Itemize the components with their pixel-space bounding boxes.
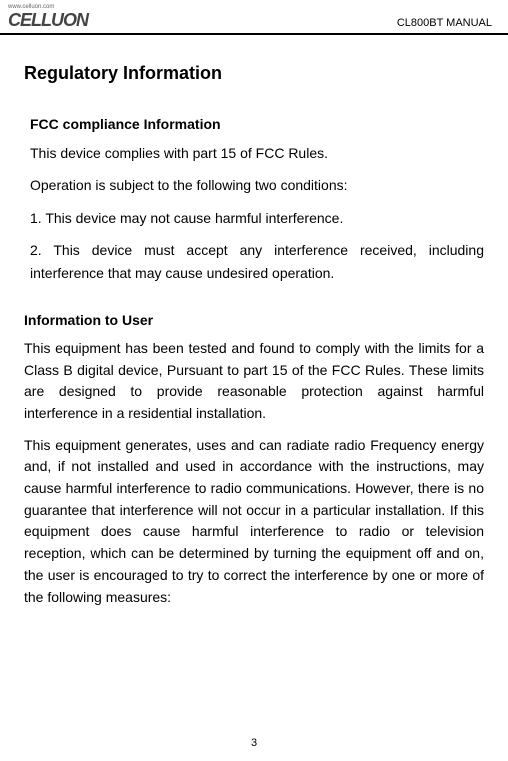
page-content: Regulatory Information FCC compliance In… [0,35,508,608]
user-info-p1: This equipment has been tested and found… [24,338,484,425]
fcc-p4: 2. This device must accept any interfere… [30,239,484,284]
manual-label: CL800BT MANUAL [397,17,492,31]
fcc-p3: 1. This device may not cause harmful int… [30,207,484,229]
fcc-section: FCC compliance Information This device c… [24,116,484,284]
user-info-title: Information to User [24,312,484,328]
page-header: www.celluon.com CELLUON CL800BT MANUAL [0,0,508,35]
logo-block: www.celluon.com CELLUON [8,4,88,31]
fcc-p1: This device complies with part 15 of FCC… [30,142,484,164]
fcc-title: FCC compliance Information [30,116,484,132]
page-number: 3 [0,737,508,749]
main-title: Regulatory Information [24,63,484,84]
logo-text: CELLUON [8,10,88,31]
fcc-p2: Operation is subject to the following tw… [30,174,484,196]
user-info-p2: This equipment generates, uses and can r… [24,435,484,609]
